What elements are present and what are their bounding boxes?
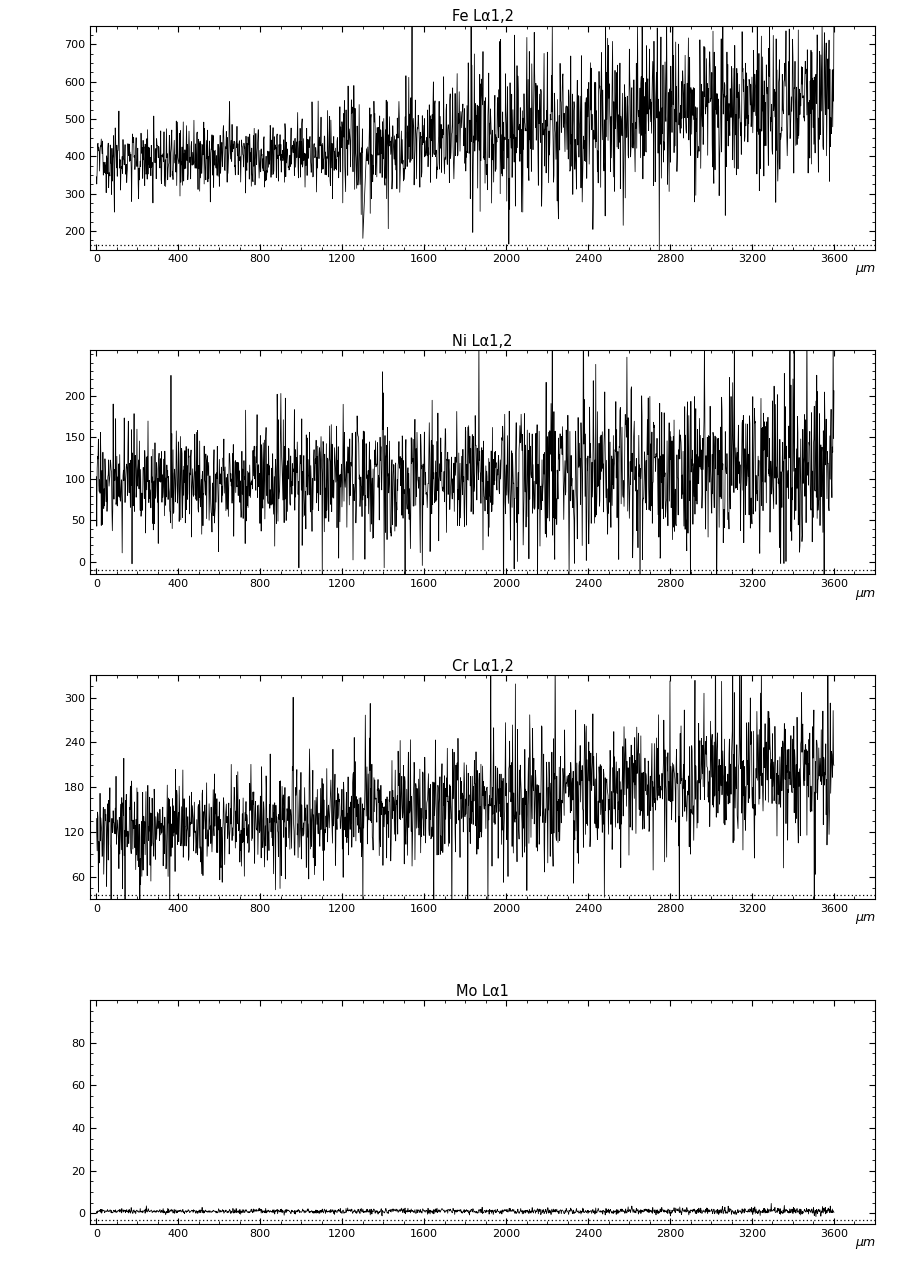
Text: μm: μm	[855, 261, 875, 275]
Title: Mo Lα1: Mo Lα1	[456, 984, 509, 998]
Text: μm: μm	[855, 586, 875, 599]
Title: Ni Lα1,2: Ni Lα1,2	[452, 334, 513, 349]
Title: Cr Lα1,2: Cr Lα1,2	[452, 659, 513, 674]
Text: μm: μm	[855, 1237, 875, 1250]
Text: μm: μm	[855, 912, 875, 924]
Title: Fe Lα1,2: Fe Lα1,2	[452, 9, 513, 24]
